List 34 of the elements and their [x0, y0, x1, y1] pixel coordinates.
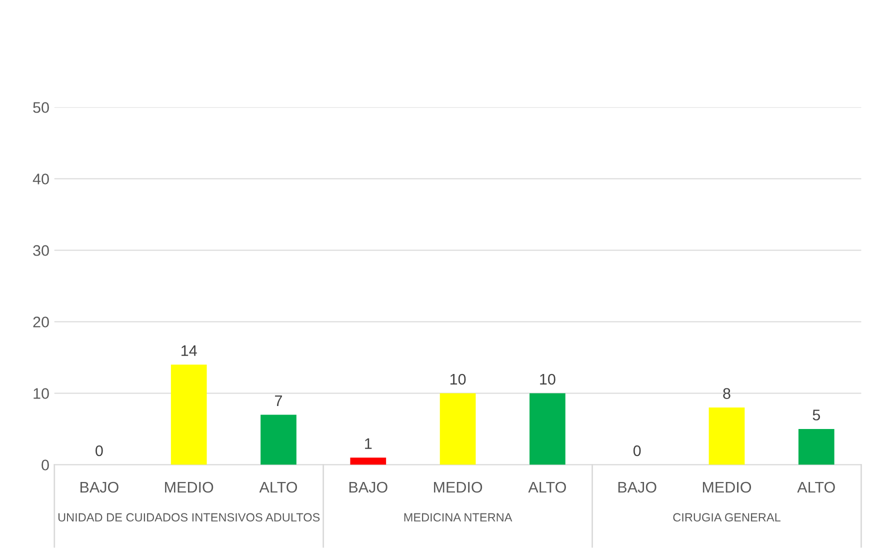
text: UNIDAD DE CUIDADOS INTENSIVOS ADULTOS	[58, 513, 320, 522]
data-label: 1	[365, 438, 372, 449]
data-label: 10	[450, 374, 466, 385]
bar	[530, 393, 566, 465]
y-tick-label: 30	[33, 245, 49, 256]
data-label: 5	[812, 410, 820, 420]
x-tick-label: ALTO	[259, 482, 298, 493]
y-tick-label: 50	[33, 102, 49, 113]
x-tick-label: BAJO	[618, 482, 656, 493]
data-label: 0	[633, 445, 641, 456]
x-tick-label: MEDIO	[702, 482, 752, 493]
bar	[440, 393, 476, 465]
x-tick-label: MEDIO	[165, 482, 214, 493]
x-tick-label: MEDIO	[434, 482, 482, 493]
x-tick-label: ALTO	[797, 482, 835, 493]
data-label: 0	[96, 445, 103, 456]
y-tick-label: 10	[34, 388, 49, 399]
bar	[798, 429, 834, 465]
x-tick-label: ALTO	[528, 482, 566, 493]
y-tick-label: 20	[33, 316, 49, 328]
text: MEDICINA NTERNA	[404, 513, 512, 522]
data-label: 8	[723, 388, 730, 399]
y-tick-label: 0	[42, 460, 49, 470]
x-tick-label: BAJO	[349, 482, 388, 493]
bar	[350, 458, 386, 465]
bar	[170, 364, 207, 465]
data-label: 10	[540, 374, 556, 385]
bar	[260, 414, 296, 465]
data-label: 14	[182, 345, 197, 356]
text: CIRUGIA GENERAL	[673, 513, 780, 522]
bar	[708, 408, 745, 465]
y-tick-label: 40	[32, 174, 49, 184]
x-tick-label: BAJO	[80, 482, 118, 493]
data-label: 7	[275, 395, 282, 406]
